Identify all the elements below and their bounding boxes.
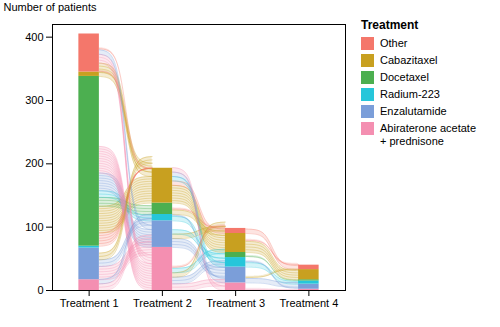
svg-text:Treatment 2: Treatment 2 [133, 297, 192, 309]
svg-text:200: 200 [25, 157, 43, 169]
html-text:Enzalutamide: Enzalutamide [380, 105, 447, 117]
svg-text:Treatment 1: Treatment 1 [60, 297, 119, 309]
svg-text:300: 300 [25, 94, 43, 106]
html-text:Docetaxel: Docetaxel [380, 71, 429, 83]
html-text:Other: Other [380, 37, 408, 49]
svg-text:400: 400 [25, 31, 43, 43]
svg-text:100: 100 [25, 221, 43, 233]
svg-text:Treatment 3: Treatment 3 [206, 297, 265, 309]
html-text:Cabazitaxel: Cabazitaxel [380, 54, 438, 66]
svg-text:Treatment 4: Treatment 4 [279, 297, 338, 309]
svg-text:0: 0 [37, 284, 43, 296]
svg-text:Number of patients: Number of patients [4, 1, 97, 13]
html-text:Abiraterone acetate + predniso: Abiraterone acetate + prednisone [380, 122, 476, 147]
html-text:Treatment: Treatment [361, 18, 419, 32]
html-text:Radium-223: Radium-223 [380, 88, 440, 100]
